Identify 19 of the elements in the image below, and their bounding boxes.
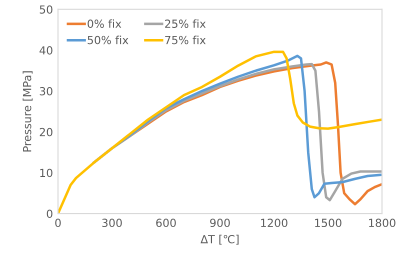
legend-label: 75% fix — [165, 36, 206, 44]
y-tick-label: 20 — [40, 128, 52, 136]
y-tick-label: 30 — [40, 87, 52, 96]
x-axis-title: ΔT [℃] — [200, 234, 239, 245]
x-tick-label: 600 — [156, 218, 176, 228]
x-tick-label: 300 — [102, 218, 122, 228]
x-tick-label: 1800 — [369, 218, 396, 228]
y-tick-label: 50 — [40, 5, 52, 14]
legend-label: 0% fix — [88, 19, 122, 28]
y-axis-title: Pressure [MPa] — [22, 71, 33, 152]
legend-label: 25% fix — [165, 19, 206, 28]
x-tick-label: 1500 — [315, 218, 342, 228]
y-tick-label: 40 — [40, 46, 52, 55]
x-tick-label: 900 — [210, 218, 230, 228]
x-tick-label: 0 — [55, 218, 61, 228]
x-tick-label: 1200 — [261, 218, 288, 228]
y-tick-label: 10 — [40, 168, 52, 178]
y-tick-label: 0 — [46, 210, 52, 218]
legend-label: 50% fix — [88, 36, 128, 44]
